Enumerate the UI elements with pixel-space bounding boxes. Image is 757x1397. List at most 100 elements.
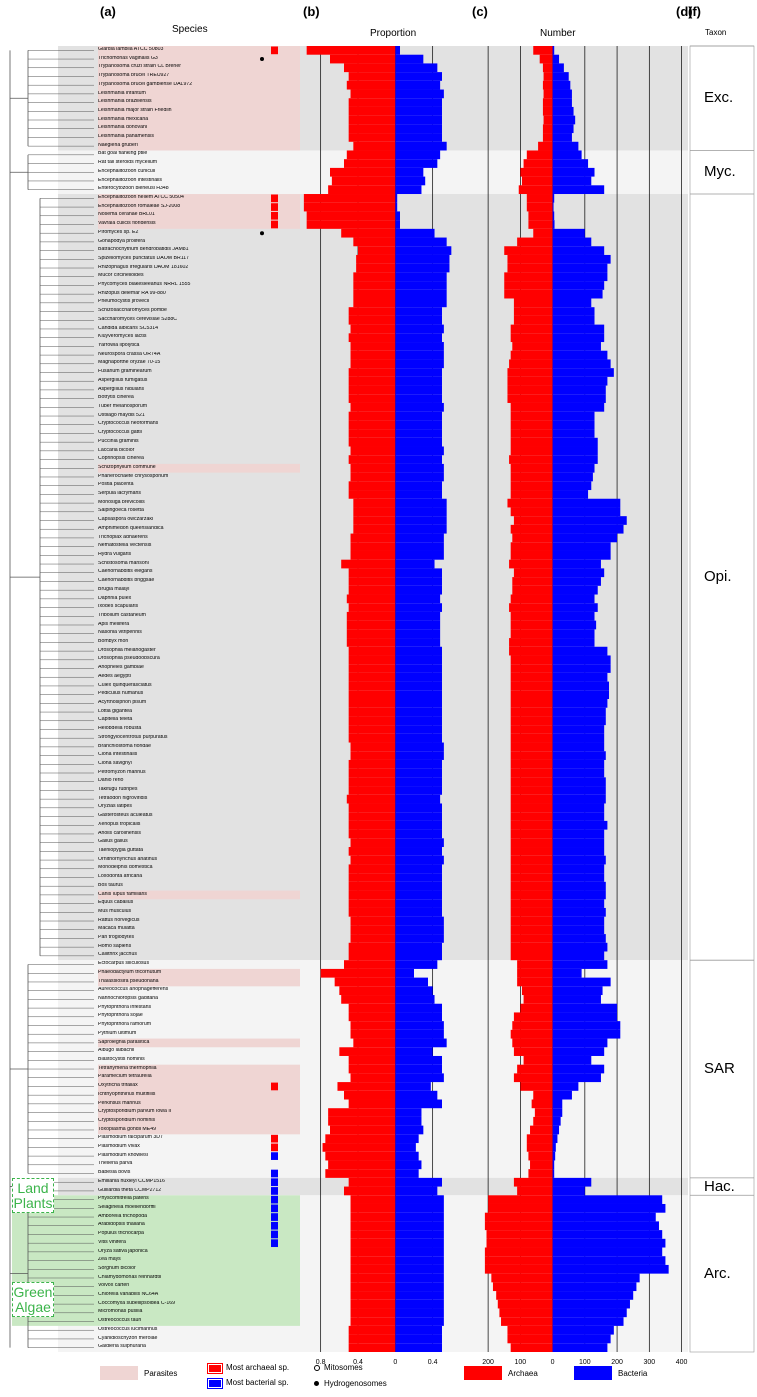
proportion-bacteria-bar [395,838,444,848]
proportion-archaea-bar [348,577,396,586]
number-bacteria-bar [552,820,608,830]
proportion-bacteria-bar [395,63,438,73]
proportion-bacteria-bar [395,246,452,255]
proportion-bacteria-bar [395,725,442,734]
proportion-bacteria-bar [395,1325,442,1335]
proportion-bacteria-bar [395,133,442,142]
number-bacteria-bar [552,481,592,491]
proportion-archaea-bar [339,1047,396,1056]
proportion-bacteria-bar [395,968,414,978]
number-bacteria-bar [552,202,554,212]
number-bacteria-bar [552,263,608,273]
most-archaeal-marker [271,1134,278,1143]
proportion-bacteria-bar [395,1238,444,1248]
proportion-archaea-bar [350,742,396,752]
number-archaea-bar [509,638,553,647]
number-archaea-bar [510,333,553,343]
proportion-archaea-bar [348,786,396,795]
number-bacteria-bar [552,524,624,534]
number-bacteria-bar [552,106,574,116]
proportion-bacteria-bar [395,916,444,926]
proportion-bacteria-bar [395,1012,442,1022]
proportion-archaea-bar [350,1021,396,1030]
number-bacteria-bar [552,1299,630,1309]
number-bacteria-bar [552,1247,663,1257]
proportion-bacteria-bar [395,820,442,830]
proportion-bacteria-bar [395,89,444,99]
number-bacteria-bar [552,46,555,55]
number-archaea-bar [509,455,553,464]
legend-hydrogenosomes-label: Hydrogenosomes [324,1379,387,1388]
number-bacteria-bar [552,1273,640,1283]
proportion-archaea-bar [341,559,396,569]
panel-label-f: (f) [688,4,701,19]
number-archaea-bar [510,907,553,917]
number-archaea-bar [492,1282,553,1292]
proportion-archaea-bar [322,1143,396,1152]
proportion-bacteria-bar [395,1116,422,1126]
proportion-bacteria-bar [395,1247,444,1257]
legend: Parasites Most archaeal sp. Most bacteri… [100,1362,700,1394]
number-bacteria-bar [552,672,608,682]
proportion-archaea-bar [348,681,396,691]
proportion-archaea-bar [350,542,396,551]
number-archaea-bar [510,890,553,900]
most-bacterial-marker [271,1221,278,1230]
number-bacteria-bar [552,594,595,604]
number-bacteria-bar [552,1282,637,1292]
number-bacteria-bar [552,298,592,308]
proportion-bacteria-bar [395,263,450,273]
number-bacteria-bar [552,1038,608,1048]
number-archaea-bar [531,1099,553,1109]
number-archaea-bar [523,1055,553,1065]
proportion-bacteria-bar [395,394,442,403]
number-tick-label: 400 [676,1359,688,1366]
number-archaea-bar [533,1090,553,1100]
number-tick-label: 200 [482,1359,494,1366]
proportion-archaea-bar [356,254,396,264]
proportion-bacteria-bar [395,1186,438,1196]
number-bacteria-bar [552,786,606,795]
proportion-archaea-bar [348,725,396,734]
proportion-archaea-bar [350,1073,396,1083]
proportion-archaea-bar [350,934,396,943]
number-bacteria-bar [552,1021,621,1030]
proportion-bacteria-bar [395,881,442,891]
number-bacteria-bar [552,516,627,525]
proportion-archaea-bar [346,594,396,604]
number-bacteria-bar [552,838,605,848]
number-bacteria-bar [552,942,608,952]
number-bacteria-bar [552,934,606,943]
proportion-archaea-bar [350,446,396,456]
number-archaea-bar [521,176,553,186]
number-bacteria-bar [552,1230,663,1239]
number-bacteria-bar [552,855,606,865]
proportion-archaea-bar [348,585,396,595]
proportion-column-title: Proportion [370,28,417,39]
number-bacteria-bar [552,742,605,752]
number-archaea-bar [510,855,553,865]
number-archaea-bar [539,54,553,64]
proportion-archaea-bar [353,272,396,282]
proportion-bacteria-bar [395,507,447,517]
taxon-column [689,45,755,1353]
proportion-archaea-bar [348,759,396,769]
proportion-archaea-bar [350,550,396,560]
number-archaea-bar [528,1151,553,1161]
proportion-bacteria-bar [395,664,442,673]
proportion-bacteria-bar [395,272,447,282]
proportion-tick-label: 0.4 [428,1359,438,1366]
number-bacteria-bar [552,1143,556,1152]
number-archaea-bar [510,620,553,630]
most-archaeal-marker [271,203,278,211]
proportion-archaea-bar [353,498,396,508]
proportion-archaea-bar [348,437,396,447]
proportion-archaea-bar [348,829,396,839]
number-bacteria-bar [552,1291,634,1300]
number-bacteria-bar [552,568,605,578]
number-archaea-bar [507,376,553,386]
proportion-bacteria-bar [395,986,433,996]
number-bacteria-bar [552,315,595,325]
number-bacteria-bar [552,1238,666,1248]
number-archaea-bar [510,472,553,482]
